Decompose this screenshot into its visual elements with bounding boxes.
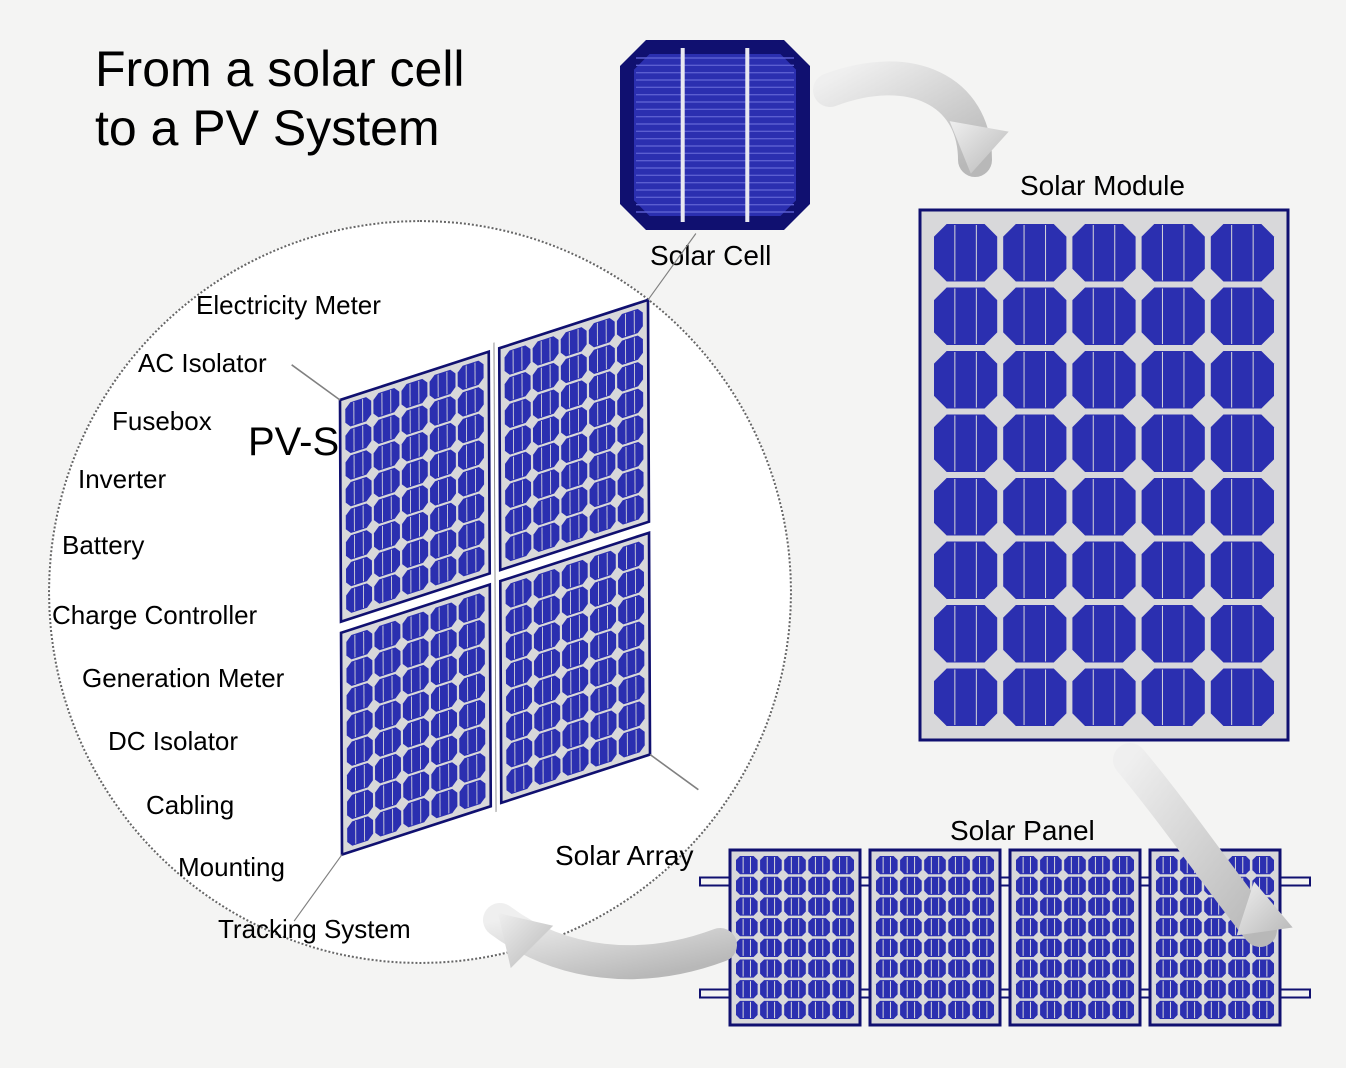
flow-arrows [0, 0, 1346, 1068]
diagram-canvas: From a solar cell to a PV System PV-Syst… [0, 0, 1346, 1068]
